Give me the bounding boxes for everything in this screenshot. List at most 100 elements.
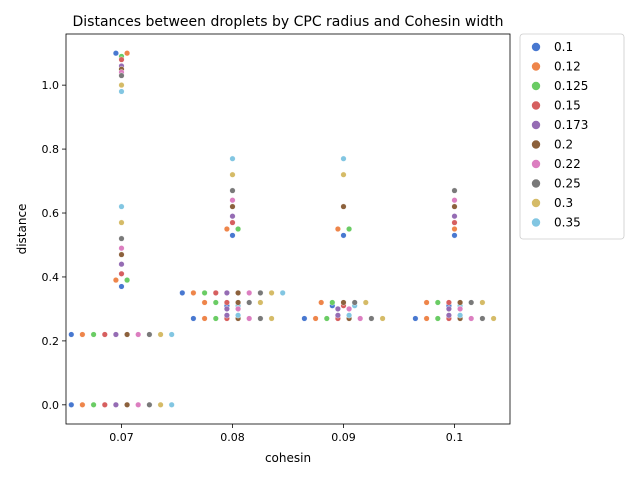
data-point [212, 315, 219, 322]
legend-label: 0.22 [554, 157, 581, 171]
data-point [490, 315, 497, 322]
data-point [229, 219, 236, 226]
data-point [468, 299, 475, 306]
data-point [229, 197, 236, 204]
data-point [118, 235, 125, 242]
legend-marker [531, 159, 541, 169]
data-point [223, 312, 230, 319]
data-point [246, 289, 253, 296]
y-tick-label: 0.8 [42, 143, 60, 156]
data-point [124, 401, 131, 408]
legend-marker [531, 101, 541, 110]
data-point [201, 315, 208, 322]
data-point [112, 50, 119, 57]
data-point [118, 219, 125, 226]
data-point [201, 299, 208, 306]
x-axis: 0.07 0.08 0.09 0.1 [109, 424, 463, 444]
data-point [79, 331, 86, 338]
data-point [346, 305, 353, 312]
data-point [118, 245, 125, 252]
data-point [118, 82, 125, 89]
data-point [190, 315, 197, 322]
data-point [434, 299, 441, 306]
data-point [457, 312, 464, 319]
data-point [68, 331, 75, 338]
data-point [235, 305, 242, 312]
data-point [124, 331, 131, 338]
data-point [368, 315, 375, 322]
data-point [229, 187, 236, 194]
data-point [168, 331, 175, 338]
data-point [445, 312, 452, 319]
data-point [235, 289, 242, 296]
data-point [445, 305, 452, 312]
data-point [423, 315, 430, 322]
data-point [190, 289, 197, 296]
legend-marker [531, 42, 541, 52]
legend-label: 0.2 [554, 138, 573, 152]
data-point [346, 312, 353, 319]
data-point [118, 56, 125, 63]
legend: 0.1 0.12 0.125 0.15 0.173 0.2 0.22 0.25 0.3 0.35 [519, 33, 625, 240]
data-point [90, 401, 97, 408]
y-tick-label: 0.2 [42, 335, 60, 348]
data-point [340, 299, 347, 306]
data-point [445, 299, 452, 306]
chart-marks [68, 50, 497, 408]
x-tick-label: 0.09 [331, 431, 356, 444]
data-point [357, 315, 364, 322]
data-point [334, 312, 341, 319]
data-point [179, 289, 186, 296]
x-tick-label: 0.07 [109, 431, 134, 444]
data-point [229, 213, 236, 220]
data-point [112, 277, 119, 284]
data-point [223, 225, 230, 232]
legend-label: 0.15 [554, 99, 581, 113]
legend-marker [531, 218, 541, 227]
legend-label: 0.125 [554, 79, 588, 93]
data-point [279, 289, 286, 296]
data-point [268, 315, 275, 322]
data-point [457, 299, 464, 306]
data-point [479, 299, 486, 306]
data-point [257, 289, 264, 296]
data-point [451, 213, 458, 220]
data-point [112, 401, 119, 408]
data-point [312, 315, 319, 322]
data-point [423, 299, 430, 306]
legend-label: 0.173 [554, 118, 588, 132]
data-point [434, 315, 441, 322]
data-point [135, 331, 142, 338]
data-point [451, 197, 458, 204]
data-point [146, 331, 153, 338]
x-tick-label: 0.1 [446, 431, 464, 444]
legend-marker [531, 179, 541, 188]
y-tick-label: 0.4 [42, 271, 60, 284]
data-point [257, 299, 264, 306]
data-point [257, 315, 264, 322]
data-point [268, 289, 275, 296]
data-point [229, 203, 236, 210]
data-point [101, 331, 108, 338]
chart-title: Distances between droplets by CPC radius… [73, 14, 504, 30]
data-point [451, 225, 458, 232]
data-point [112, 331, 119, 338]
data-point [229, 171, 236, 178]
data-point [229, 232, 236, 239]
data-point [223, 289, 230, 296]
x-axis-label: cohesin [265, 451, 311, 465]
data-point [223, 299, 230, 306]
data-point [351, 299, 358, 306]
data-point [146, 401, 153, 408]
data-point [212, 289, 219, 296]
data-point [124, 277, 131, 284]
data-point [118, 251, 125, 258]
y-tick-label: 0.6 [42, 207, 60, 220]
data-point [301, 315, 308, 322]
data-point [362, 299, 369, 306]
data-point [79, 401, 86, 408]
data-point [412, 315, 419, 322]
data-point [451, 232, 458, 239]
data-point [451, 187, 458, 194]
